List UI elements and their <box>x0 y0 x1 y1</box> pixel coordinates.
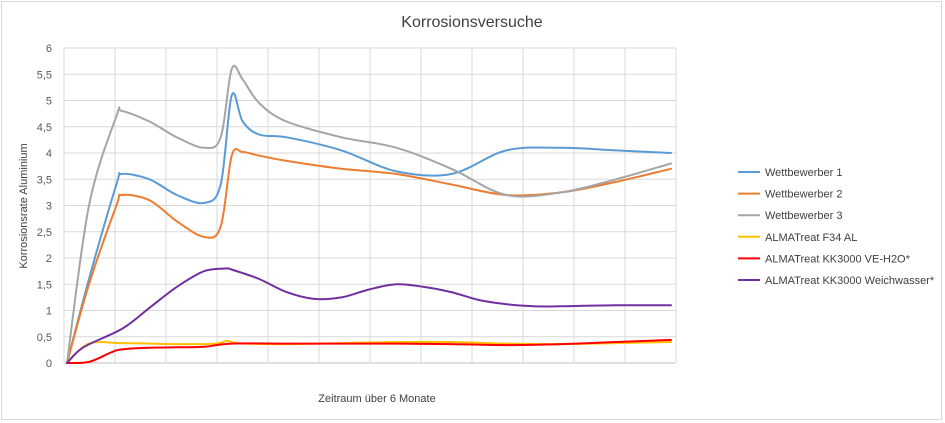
y-tick-label: 3,5 <box>37 174 52 186</box>
legend-entry: Wettbewerber 2 <box>765 189 842 201</box>
series-lines <box>66 64 672 365</box>
y-tick-label: 3 <box>46 201 52 213</box>
legend-entry: Wettbewerber 3 <box>765 210 842 222</box>
y-tick-label: 6 <box>46 43 52 55</box>
gridlines <box>63 47 677 364</box>
legend: Wettbewerber 1 Wettbewerber 2 Wettbewerber… <box>738 167 935 287</box>
y-axis-label: Korrosionsrate Aluminium <box>18 143 30 268</box>
y-tick-label: 4 <box>46 148 52 160</box>
series-line-3 <box>66 64 672 364</box>
x-axis-label: Zeitraum über 6 Monate <box>318 393 435 405</box>
series-line-2 <box>66 148 672 364</box>
y-tick-label: 4,5 <box>37 122 52 134</box>
y-tick-labels: 0 0,5 1 1,5 2 2,5 3 3,5 4 4,5 5 5,5 6 <box>37 43 52 370</box>
y-tick-label: 5 <box>46 96 52 108</box>
series-line-1 <box>66 92 672 364</box>
y-tick-label: 0 <box>46 358 52 370</box>
legend-entry: ALMATreat F34 AL <box>765 232 857 244</box>
series-line-6 <box>66 267 672 364</box>
legend-entry: ALMATreat KK3000 VE-H2O* <box>765 253 911 265</box>
y-tick-label: 2 <box>46 253 52 265</box>
y-tick-label: 1,5 <box>37 279 52 291</box>
y-tick-label: 2,5 <box>37 227 52 239</box>
y-tick-label: 0,5 <box>37 332 52 344</box>
y-tick-label: 1 <box>46 306 52 318</box>
y-tick-label: 5,5 <box>37 69 52 81</box>
chart-title: Korrosionsversuche <box>401 14 543 31</box>
series-line-5 <box>66 338 672 365</box>
legend-entry: ALMATreat KK3000 Weichwasser* <box>765 275 935 287</box>
legend-entry: Wettbewerber 1 <box>765 167 842 179</box>
